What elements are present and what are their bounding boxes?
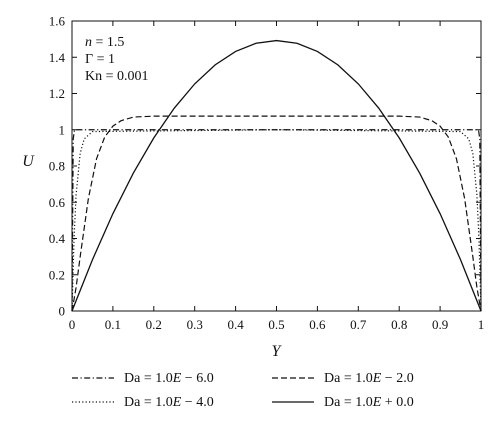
legend-label: Da = 1.0E + 0.0 (324, 395, 414, 410)
x-tick-label: 0.8 (391, 317, 407, 332)
series-line-dashdot (71, 129, 482, 312)
series-line-dotted (71, 129, 482, 312)
legend: Da = 1.0E − 6.0 Da = 1.0E − 4.0 Da = 1.0E … (72, 371, 414, 410)
y-tick-label: 0.8 (49, 159, 65, 174)
annotation-n: n = 1.5 (85, 35, 124, 50)
y-tick-label: 0.6 (49, 195, 66, 210)
x-tick-label: 0 (69, 317, 76, 332)
x-axis-label: Y (272, 343, 283, 360)
series-line-dashed (71, 115, 482, 312)
x-tick-label: 0.3 (187, 317, 203, 332)
legend-label: Da = 1.0E − 4.0 (124, 395, 214, 410)
y-tick-label: 1.4 (49, 50, 66, 65)
legend-label: Da = 1.0E − 6.0 (124, 371, 214, 386)
legend-label: Da = 1.0E − 2.0 (324, 371, 414, 386)
y-tick-label: 1.6 (49, 14, 66, 29)
series-line-solid (71, 39, 482, 312)
x-tick-label: 0.9 (432, 317, 448, 332)
x-tick-label: 0.5 (268, 317, 284, 332)
x-tick-label: 0.4 (227, 317, 244, 332)
y-tick-label: 1 (59, 122, 66, 137)
plot-frame (71, 20, 482, 312)
x-tick-label: 0.1 (105, 317, 121, 332)
y-tick-label: 0.2 (49, 267, 65, 282)
annotation-kn: Kn = 0.001 (85, 69, 149, 84)
x-tick-label: 0.2 (146, 317, 162, 332)
y-tick-label: 0.4 (49, 231, 66, 246)
series-layer (71, 39, 482, 312)
axis-ticks: 0 0.1 0.2 0.3 0.4 0.5 0.6 0.7 0.8 0.9 1 0 0.2 0.4 0.6 0… (49, 14, 485, 333)
x-tick-label: 1 (478, 317, 485, 332)
y-axis-label: U (22, 153, 35, 170)
y-tick-label: 1.2 (49, 86, 65, 101)
y-tick-label: 0 (59, 304, 66, 319)
x-tick-label: 0.6 (309, 317, 326, 332)
x-tick-label: 0.7 (350, 317, 367, 332)
annotation-gamma: Γ = 1 (85, 52, 115, 67)
